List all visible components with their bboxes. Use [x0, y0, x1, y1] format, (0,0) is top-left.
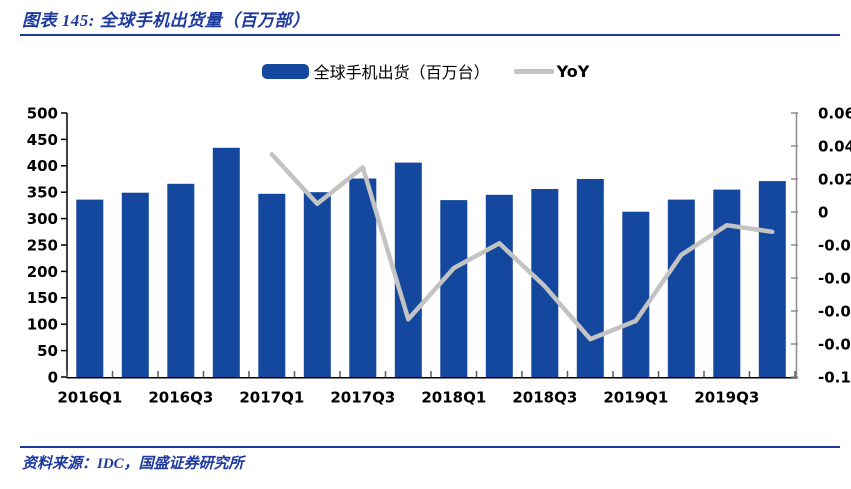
bar-2018Q3: [531, 189, 559, 377]
y-left-label-150: 150: [27, 289, 58, 307]
y-left-label-250: 250: [27, 236, 58, 254]
x-label-2017Q3: 2017Q3: [330, 388, 395, 406]
x-label-2016Q3: 2016Q3: [148, 388, 213, 406]
y-right-label-0: 0: [818, 203, 828, 221]
bar-2018Q2: [485, 194, 513, 377]
bar-2017Q2: [303, 192, 331, 377]
y-right-label--0.08: -0.08: [818, 335, 851, 353]
y-right-label-0.04: 0.04: [818, 137, 851, 155]
bar-2017Q3: [349, 178, 377, 377]
yoy-line: [269, 152, 775, 342]
legend-bar-label: 全球手机出货（百万台）: [313, 63, 490, 82]
bar-2017Q1: [258, 193, 286, 377]
x-label-2018Q1: 2018Q1: [421, 388, 486, 406]
legend-line-swatch-icon: [513, 68, 554, 74]
legend-bar-swatch-icon: [261, 63, 309, 79]
x-label-2016Q1: 2016Q1: [57, 388, 122, 406]
y-left-label-0: 0: [48, 368, 58, 386]
bar-2018Q1: [440, 200, 468, 377]
footer-divider: [20, 446, 840, 448]
bar-2016Q4: [212, 147, 240, 377]
bar-2019Q2: [667, 199, 695, 377]
y-left-label-400: 400: [27, 157, 58, 175]
y-left-label-350: 350: [27, 184, 58, 202]
y-right-label-0.06: 0.06: [818, 104, 851, 122]
x-label-2017Q1: 2017Q1: [239, 388, 304, 406]
x-label-2019Q3: 2019Q3: [694, 388, 759, 406]
figure-title: 图表 145: 全球手机出货量（百万部）: [22, 11, 310, 30]
bar-2017Q4: [394, 162, 422, 377]
y-right-label--0.06: -0.06: [818, 302, 851, 320]
legend-line-label: YoY: [556, 61, 590, 81]
y-right-label--0.04: -0.04: [818, 269, 851, 287]
y-left-label-200: 200: [27, 263, 58, 281]
x-label-2019Q1: 2019Q1: [603, 388, 668, 406]
bar-2016Q2: [121, 192, 149, 377]
title-divider: [20, 34, 840, 36]
y-left-label-50: 50: [37, 342, 58, 360]
y-right-label--0.02: -0.02: [818, 236, 851, 254]
y-left-label-100: 100: [27, 316, 58, 334]
bar-2016Q3: [167, 183, 195, 377]
y-right-label--0.1: -0.1: [818, 368, 851, 386]
bar-2019Q1: [622, 211, 650, 377]
bar-2018Q4: [576, 179, 604, 377]
bar-2016Q1: [76, 199, 104, 377]
source-note: 资料来源：IDC，国盛证券研究所: [22, 456, 244, 472]
y-right-label-0.02: 0.02: [818, 170, 851, 188]
y-left-label-500: 500: [27, 104, 58, 122]
x-label-2018Q3: 2018Q3: [512, 388, 577, 406]
bar-2019Q4: [758, 181, 786, 377]
y-left-label-300: 300: [27, 210, 58, 228]
y-left-label-450: 450: [27, 131, 58, 149]
bar-2019Q3: [713, 189, 741, 377]
chart-legend: 全球手机出货（百万台） YoY: [0, 61, 851, 82]
